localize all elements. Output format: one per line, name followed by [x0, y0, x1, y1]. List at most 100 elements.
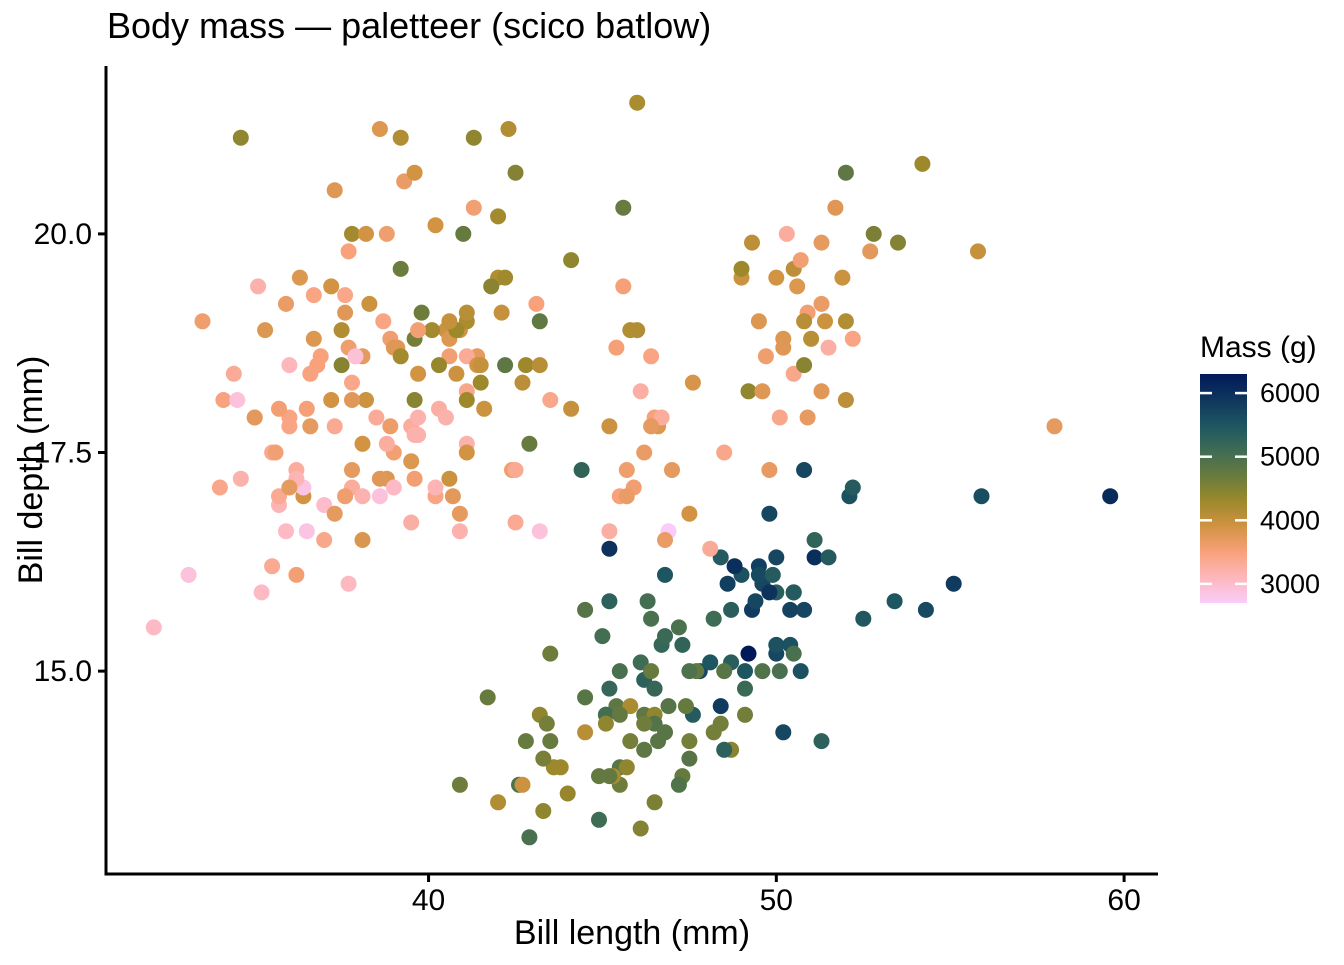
data-point: [702, 654, 719, 671]
data-point: [298, 400, 315, 417]
data-point: [392, 348, 409, 365]
data-point: [497, 357, 514, 374]
axes-layer: 40 50 60 15.0 17.5 20.0: [34, 66, 1158, 917]
data-point: [337, 287, 354, 304]
data-point: [618, 462, 635, 478]
data-point: [316, 497, 333, 513]
data-point: [764, 566, 781, 583]
data-point: [542, 392, 559, 408]
data-point: [354, 435, 371, 452]
data-point: [664, 462, 680, 478]
data-point: [517, 733, 534, 750]
data-point: [744, 234, 760, 251]
data-point: [591, 811, 607, 828]
data-point: [542, 645, 559, 662]
data-point: [500, 121, 517, 137]
data-point: [441, 470, 458, 487]
data-point: [465, 199, 482, 216]
data-point: [451, 505, 468, 522]
legend: Mass (g) 6000 5000 4000 3000: [1200, 331, 1320, 603]
data-point: [323, 278, 340, 295]
data-point: [278, 295, 294, 312]
data-point: [681, 505, 698, 522]
data-point: [382, 418, 399, 435]
legend-tick-label: 5000: [1260, 442, 1320, 472]
legend-colorbar: [1200, 374, 1247, 603]
data-point: [406, 470, 423, 487]
data-point: [427, 479, 444, 496]
data-point: [559, 785, 576, 802]
data-point: [813, 234, 830, 251]
data-point: [681, 663, 698, 680]
data-point: [684, 374, 701, 391]
data-point: [361, 295, 378, 312]
data-point: [354, 488, 371, 505]
data-point: [615, 278, 632, 295]
data-point: [229, 392, 246, 408]
data-point: [886, 593, 903, 610]
data-point: [653, 409, 670, 426]
data-point: [643, 663, 660, 680]
data-point: [716, 741, 733, 758]
data-point: [771, 409, 788, 426]
data-point: [455, 225, 472, 242]
data-point: [573, 462, 590, 478]
data-point: [180, 566, 197, 583]
data-point: [636, 741, 653, 758]
data-point: [451, 776, 468, 793]
data-point: [754, 663, 771, 680]
data-point: [354, 532, 371, 548]
data-point: [657, 724, 673, 741]
data-point: [799, 409, 816, 426]
data-point: [563, 400, 580, 417]
data-point: [358, 225, 374, 242]
x-tick-label: 40: [412, 884, 445, 917]
data-point: [145, 619, 162, 636]
data-point: [371, 488, 388, 505]
data-point: [333, 322, 350, 339]
data-point: [820, 549, 837, 566]
data-point: [340, 243, 357, 260]
data-point: [761, 584, 778, 601]
data-point: [712, 549, 729, 566]
data-point: [378, 225, 395, 242]
data-point: [413, 304, 430, 321]
data-point: [288, 566, 305, 583]
data-point: [211, 479, 228, 496]
data-point: [629, 94, 646, 111]
data-point: [712, 698, 729, 715]
data-point: [305, 287, 322, 304]
data-point: [775, 339, 792, 356]
data-point: [726, 558, 743, 575]
data-point: [803, 330, 820, 347]
data-point: [622, 733, 639, 750]
data-point: [806, 532, 823, 548]
data-point: [813, 733, 830, 750]
data-point: [632, 383, 649, 400]
data-point: [601, 418, 618, 435]
data-point: [521, 829, 538, 846]
data-point: [458, 392, 475, 408]
data-point: [250, 278, 267, 295]
data-point: [837, 313, 854, 330]
data-point: [597, 715, 614, 732]
data-point: [403, 514, 420, 531]
data-point: [740, 645, 757, 662]
data-point: [611, 663, 628, 680]
data-point: [785, 645, 802, 662]
data-point: [615, 199, 632, 216]
data-point: [493, 304, 510, 321]
data-point: [789, 278, 806, 295]
data-point: [194, 313, 211, 330]
data-point: [723, 601, 740, 618]
data-point: [837, 164, 854, 181]
data-point: [521, 435, 538, 452]
data-point: [302, 365, 319, 382]
data-point: [754, 383, 771, 400]
data-point: [670, 776, 687, 793]
data-point: [535, 803, 552, 819]
data-point: [344, 225, 360, 242]
data-point: [281, 418, 298, 435]
data-point: [681, 733, 698, 750]
